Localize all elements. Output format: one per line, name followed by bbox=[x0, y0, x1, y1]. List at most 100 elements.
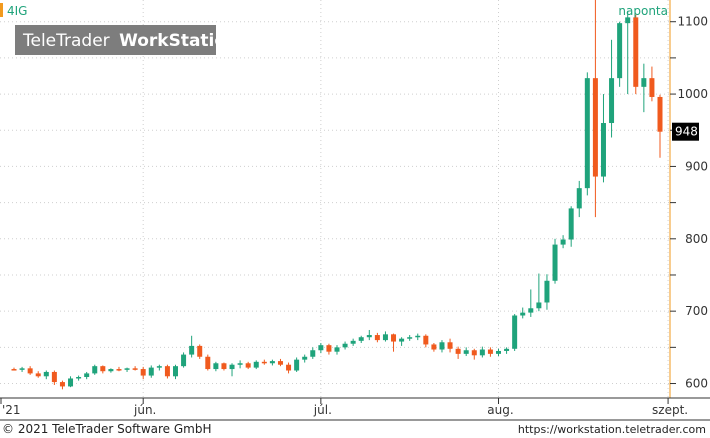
candle bbox=[431, 343, 437, 352]
y-tick-label: 1000 bbox=[677, 87, 708, 101]
candle bbox=[633, 14, 639, 95]
candle bbox=[229, 363, 235, 377]
candle-body bbox=[100, 366, 106, 372]
candle bbox=[310, 347, 316, 359]
candle bbox=[552, 238, 558, 284]
candle bbox=[544, 274, 550, 310]
candle bbox=[140, 366, 146, 380]
candle bbox=[382, 331, 388, 342]
candle bbox=[11, 367, 17, 371]
watermark-logo: TeleTrader WorkStation bbox=[22, 31, 238, 51]
candle-body bbox=[423, 335, 429, 345]
candle bbox=[366, 329, 372, 341]
candle-body bbox=[407, 337, 413, 339]
x-tick-label: júl. bbox=[313, 403, 332, 417]
candle bbox=[92, 364, 98, 375]
candle bbox=[423, 334, 429, 348]
candle-body bbox=[253, 361, 259, 368]
candle bbox=[350, 338, 356, 346]
candle bbox=[19, 366, 25, 372]
candle-body bbox=[520, 312, 526, 316]
y-tick-label: 1100 bbox=[677, 15, 708, 29]
candle bbox=[43, 370, 49, 380]
footer-url[interactable]: https://workstation.teletrader.com bbox=[518, 423, 706, 436]
candle-body bbox=[269, 361, 275, 364]
candle-body bbox=[447, 342, 453, 349]
candle bbox=[156, 364, 162, 371]
candle-body bbox=[189, 345, 195, 355]
candle-body bbox=[181, 354, 187, 367]
candle-body bbox=[164, 366, 170, 377]
candle-body bbox=[342, 343, 348, 348]
candle bbox=[132, 366, 138, 371]
period-label[interactable]: naponta bbox=[618, 4, 668, 18]
candle bbox=[617, 21, 623, 87]
candle bbox=[237, 360, 243, 369]
candle-body bbox=[197, 345, 203, 357]
candle bbox=[399, 337, 405, 346]
candle bbox=[407, 335, 413, 341]
candle bbox=[221, 362, 227, 371]
candle-body bbox=[68, 378, 74, 387]
candle bbox=[164, 364, 170, 379]
watermark-box bbox=[15, 25, 216, 55]
watermark-light: TeleTrader bbox=[22, 31, 110, 51]
candle-body bbox=[35, 373, 41, 377]
candle bbox=[496, 348, 501, 357]
candle bbox=[447, 338, 453, 353]
candle-body bbox=[116, 369, 122, 371]
candle bbox=[318, 343, 324, 354]
candle bbox=[334, 345, 340, 355]
candle bbox=[592, 0, 598, 218]
candle bbox=[600, 94, 606, 183]
candle-body bbox=[302, 356, 308, 360]
candle bbox=[253, 360, 259, 370]
candle bbox=[649, 66, 655, 102]
candle-body bbox=[84, 373, 90, 378]
candle bbox=[568, 206, 574, 247]
candle bbox=[76, 375, 82, 381]
candle-body bbox=[552, 244, 558, 281]
candle-body bbox=[245, 363, 251, 368]
candle-body bbox=[76, 377, 82, 379]
candle bbox=[560, 235, 566, 249]
candle-body bbox=[334, 347, 340, 352]
candle bbox=[479, 346, 485, 358]
symbol-label[interactable]: 4IG bbox=[7, 4, 27, 18]
candle-body bbox=[399, 338, 405, 342]
candle-body bbox=[592, 78, 598, 177]
candle bbox=[439, 340, 445, 353]
candle-body bbox=[132, 368, 138, 370]
x-axis: '21 jún. júl. aug. szept. bbox=[0, 398, 688, 417]
candle bbox=[391, 333, 397, 352]
candle bbox=[415, 333, 421, 341]
candle-body bbox=[318, 345, 324, 351]
candle-body bbox=[92, 366, 98, 374]
candle bbox=[51, 370, 57, 385]
watermark-bold: WorkStation bbox=[119, 31, 238, 51]
candle-body bbox=[471, 350, 477, 356]
candle bbox=[286, 362, 292, 374]
candle-body bbox=[512, 315, 518, 349]
candle-body bbox=[382, 334, 388, 341]
candle-body bbox=[350, 340, 356, 344]
candle-body bbox=[504, 348, 510, 351]
candle-body bbox=[124, 368, 130, 370]
candle bbox=[520, 307, 526, 319]
candle-body bbox=[51, 371, 57, 383]
candle bbox=[609, 39, 615, 138]
last-price-value: 948 bbox=[675, 125, 698, 139]
candle bbox=[358, 335, 364, 344]
candle bbox=[124, 367, 130, 372]
candle-body bbox=[496, 350, 501, 354]
candle-body bbox=[148, 367, 154, 376]
candle bbox=[108, 368, 114, 373]
y-tick-label: 600 bbox=[685, 377, 708, 391]
candle bbox=[512, 314, 518, 351]
candlestick-series bbox=[11, 0, 663, 390]
candle bbox=[189, 335, 195, 358]
candle bbox=[641, 63, 647, 113]
candle-body bbox=[374, 335, 380, 341]
